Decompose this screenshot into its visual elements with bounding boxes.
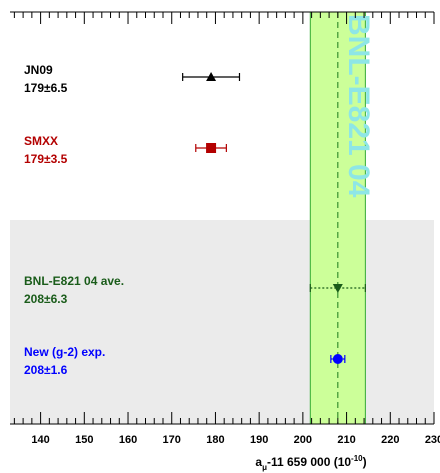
entry-name: BNL-E821 04 ave. <box>24 274 124 288</box>
x-axis-title: aμ-11 659 000 (10-10) <box>255 454 366 472</box>
x-tick-label: 140 <box>31 434 49 446</box>
x-tick-label: 220 <box>381 434 399 446</box>
axes-group: 140 150 160 170 180 190 200 210 220 230 aμ-11 659 … <box>10 11 440 472</box>
labels-group: JN09 179±6.5 SMXX 179±3.5 BNL-E821 04 ave. 20… <box>24 63 124 377</box>
x-tick-label: 170 <box>163 434 181 446</box>
shaded-background <box>10 220 434 424</box>
band-label: BNL-E821 04 <box>342 14 375 198</box>
x-tick-label: 230 <box>425 434 440 446</box>
entry-value: 208±1.6 <box>24 363 68 377</box>
entry-value: 208±6.3 <box>24 292 68 306</box>
data-point <box>332 354 343 364</box>
entry-name: SMXX <box>24 134 58 148</box>
shaded-region <box>10 220 434 424</box>
entry-name: New (g-2) exp. <box>24 345 105 359</box>
x-tick-label: 160 <box>119 434 137 446</box>
x-tick-label: 150 <box>75 434 93 446</box>
band-group: BNL-E821 04 <box>309 11 375 425</box>
data-point <box>206 72 217 81</box>
x-tick-label: 210 <box>337 434 355 446</box>
x-tick-label: 200 <box>294 434 312 446</box>
x-tick-label: 180 <box>206 434 224 446</box>
data-point <box>206 143 217 153</box>
x-tick-label: 190 <box>250 434 268 446</box>
points-group <box>182 72 366 364</box>
entry-value: 179±3.5 <box>24 152 68 166</box>
entry-value: 179±6.5 <box>24 81 68 95</box>
data-point <box>332 284 343 293</box>
entry-name: JN09 <box>24 63 53 77</box>
